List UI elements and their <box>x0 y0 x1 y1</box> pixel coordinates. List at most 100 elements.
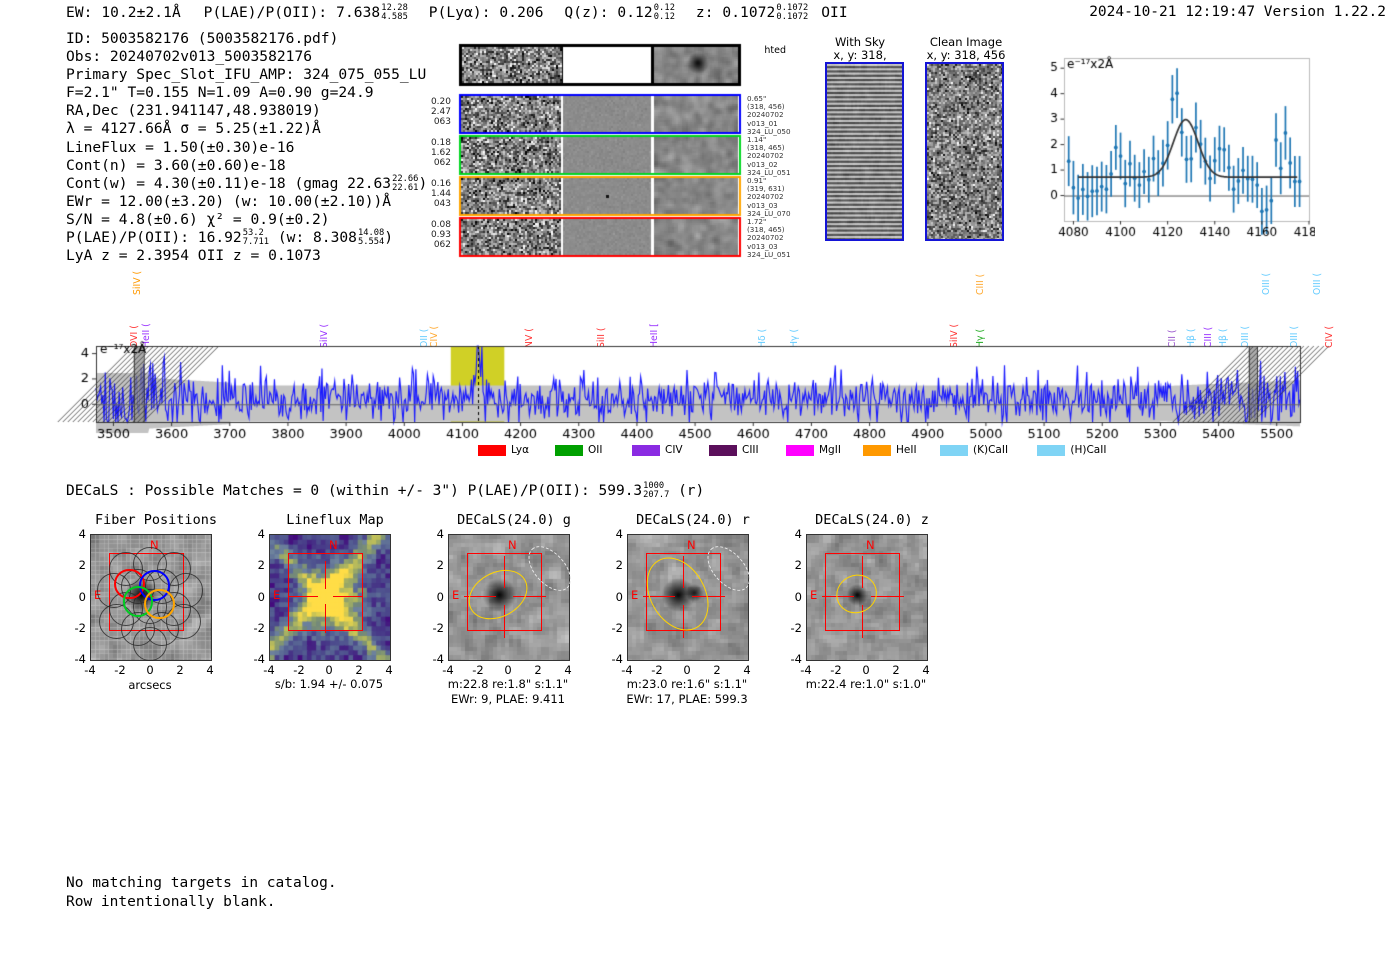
cutout-xtick-1-4: 4 <box>385 663 393 677</box>
contw-lo: 22.61 <box>392 182 419 193</box>
z-hi: 0.1072 <box>776 3 809 13</box>
cutout-ytick-2-4: 4 <box>436 527 444 541</box>
continuum-wide-line: Cont(w) = 4.30(±0.11)e-18 (gmag 22.6322.… <box>66 173 427 193</box>
cutout-ytick-4-2: 0 <box>794 589 802 604</box>
plae2-post: ) <box>384 229 394 247</box>
cutout-caption-4-0: m:22.4 re:1.0" s:1.0" <box>805 677 927 691</box>
cutout-image-3[interactable] <box>627 534 749 661</box>
crosshair-v-1-0 <box>324 560 327 590</box>
fiber-1-left-labels: 0.20 2.47 063 <box>430 97 451 128</box>
legend-label-MgII: MgII <box>819 444 841 456</box>
legend-swatch-HeII <box>863 445 891 456</box>
cutout-xtick-4-1: -2 <box>830 663 842 677</box>
legend-swatch-Ly <box>478 445 506 456</box>
qz-hi: 0.12 <box>653 3 676 13</box>
spec-slot-line: Primary Spec_Slot_IFU_AMP: 324_075_055_L… <box>66 66 427 84</box>
cutout-xtick-2-0: -4 <box>442 663 454 677</box>
plae2-whi: 14.08 <box>357 228 385 239</box>
cutout-xtick-3-3: 2 <box>713 663 721 677</box>
redshift-line: LyA z = 2.3954 OII z = 0.1073 <box>66 247 321 265</box>
qz-label: Q(z): 0.12 <box>564 4 653 21</box>
compass-east-1: E <box>273 587 281 602</box>
spec2d-montage: 2D Spec Pixel Flat Smoothed Weighted Sum… <box>431 32 791 260</box>
crosshair-h-3-1 <box>692 595 725 598</box>
observation-line: Obs: 20240702v013_5003582176 <box>66 48 313 66</box>
cutout-image-1[interactable] <box>269 534 391 661</box>
contw-hi: 22.66 <box>392 173 419 184</box>
cutout-caption-2-1: EWr: 9, PLAE: 9.411 <box>451 692 565 706</box>
cutout-ytick-1-1: -2 <box>253 620 265 635</box>
cutout-ytick-0-2: 0 <box>78 589 86 604</box>
cutout-xtick-0-0: -4 <box>84 663 96 677</box>
compass-east-2: E <box>452 587 460 602</box>
compass-north-4: N <box>866 538 875 552</box>
cutout-ytick-1-3: 2 <box>257 558 265 573</box>
legend-swatch-CIII <box>709 445 737 456</box>
cutout-xtick-1-2: 0 <box>325 663 333 677</box>
cutout-ytick-3-1: -2 <box>611 620 623 635</box>
fiber-circle-12 <box>99 604 134 639</box>
cutout-caption-1-0: s/b: 1.94 +/- 0.075 <box>274 677 384 691</box>
decals-match-header: DECaLS : Possible Matches = 0 (within +/… <box>66 482 704 500</box>
cutout-ytick-4-3: 2 <box>794 558 802 573</box>
cutout-xtick-3-1: -2 <box>651 663 663 677</box>
cutout-caption-3-1: EWr: 17, PLAE: 599.3 <box>626 692 748 706</box>
cutout-xtick-2-4: 4 <box>564 663 572 677</box>
plae-label: P(LAE)/P(OII): <box>203 4 328 21</box>
cutout-xtick-2-3: 2 <box>534 663 542 677</box>
radec-line: RA,Dec (231.941147,48.938019) <box>66 102 321 120</box>
crosshair-v-3-1 <box>682 605 685 639</box>
spec2d-canvas <box>455 32 765 260</box>
cutout-xtick-4-3: 2 <box>892 663 900 677</box>
legend-label-OII: OII <box>588 444 603 456</box>
qz-lo: 0.12 <box>653 11 676 22</box>
compass-east-3: E <box>631 587 639 602</box>
cutout-title-4: DECaLS(24.0) z <box>815 512 929 528</box>
cutout-ytick-4-0: -4 <box>790 652 802 666</box>
plae-lo: 4.585 <box>381 11 408 22</box>
timestamp-version: 2024-10-21 12:19:47 Version 1.22.2 <box>1089 4 1386 20</box>
cutout-xtick-4-2: 0 <box>862 663 870 677</box>
cutout-image-2[interactable] <box>448 534 570 661</box>
detect-id-line: ID: 5003582176 (5003582176.pdf) <box>66 30 339 47</box>
cutout-title-2: DECaLS(24.0) g <box>457 512 571 528</box>
plae2-wlo: 5.554 <box>357 237 385 248</box>
crosshair-v-2-0 <box>503 555 506 589</box>
fiber-circle-13 <box>166 604 201 639</box>
cutout-title-1: Lineflux Map <box>286 512 384 528</box>
cutout-xtick-1-3: 2 <box>355 663 363 677</box>
legend-label-Ly: Lyα <box>511 444 530 456</box>
cutout-xtick-3-2: 0 <box>683 663 691 677</box>
highlight-fiber-3 <box>144 588 175 620</box>
cutout-ytick-0-3: 2 <box>78 558 86 573</box>
ew-value: EW: 10.2±2.1Å <box>66 4 181 21</box>
cutout-xtick-0-3: 2 <box>176 663 184 677</box>
line-label-21: OIII ( <box>1312 272 1324 295</box>
legend-swatch-HCaII <box>1037 445 1066 456</box>
emission-line-fit-plot <box>1030 46 1315 251</box>
cutout-image-4[interactable] <box>806 534 928 661</box>
plae-hi: 12.28 <box>381 3 408 13</box>
fiber-3-left-labels: 0.16 1.44 043 <box>430 179 451 210</box>
legend-label-CIV: CIV <box>665 444 683 456</box>
crosshair-v-2-1 <box>503 605 506 639</box>
cutout-xtick-3-0: -4 <box>621 663 633 677</box>
legend-swatch-KCaII <box>940 445 968 456</box>
cutout-ytick-4-1: -2 <box>790 620 802 635</box>
z-lo: 0.1072 <box>776 11 809 22</box>
cutout-ytick-3-2: 0 <box>615 589 623 604</box>
fiber-4-right-labels: 1.72" (318, 465) 20240702 v013_03 324_LU_051 <box>747 217 791 259</box>
cutout-ytick-2-3: 2 <box>436 558 444 573</box>
decals-hi: 1000 <box>643 481 665 491</box>
crosshair-v-4-0 <box>861 555 864 589</box>
catalog-empty-note: No matching targets in catalog. Row inte… <box>66 874 337 911</box>
plae-value: 7.638 <box>336 4 381 21</box>
legend-swatch-OII <box>555 445 583 456</box>
fiber-circle-14 <box>132 626 168 662</box>
contw-pre: Cont(w) = 4.30(±0.11)e-18 (gmag 22.63 <box>66 174 392 192</box>
cutout-ytick-2-0: -4 <box>432 652 444 666</box>
plae-detail-line: P(LAE)/P(OII): 16.9253.2 7.711 (w: 8.3081… <box>66 229 427 247</box>
clean-image-title: Clean Image x, y: 318, 456 <box>926 35 1006 62</box>
cutout-xtick-4-0: -4 <box>800 663 812 677</box>
cutout-caption-3-0: m:23.0 re:1.6" s:1.1" <box>626 677 748 691</box>
